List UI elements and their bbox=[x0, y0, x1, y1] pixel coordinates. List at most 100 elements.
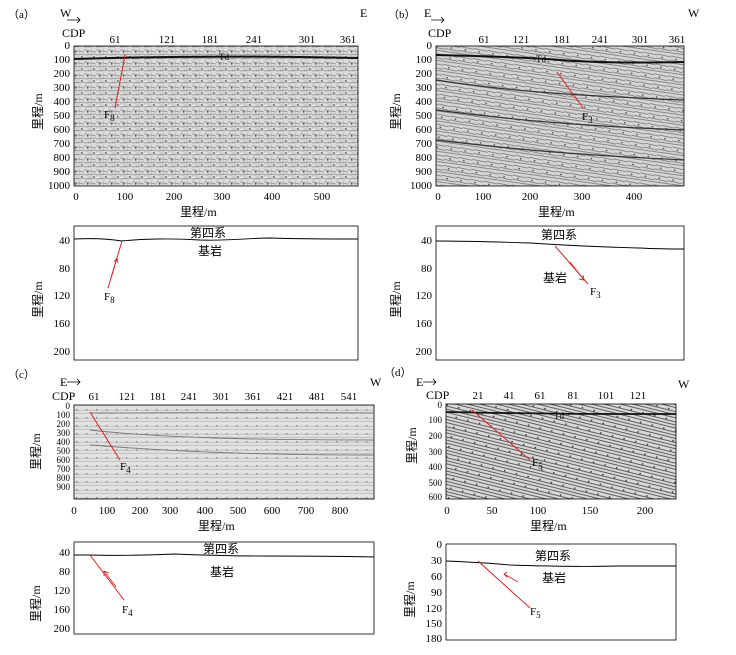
panel-c-y-label: 里程/m bbox=[28, 433, 43, 470]
svg-text:1000: 1000 bbox=[410, 180, 433, 192]
arrow-right-icon bbox=[431, 16, 445, 24]
svg-text:400: 400 bbox=[416, 96, 433, 108]
panel-c-seismic-section bbox=[73, 404, 375, 500]
svg-text:61: 61 bbox=[479, 34, 490, 46]
svg-text:301: 301 bbox=[213, 391, 230, 403]
svg-text:200: 200 bbox=[416, 346, 433, 358]
svg-text:400: 400 bbox=[54, 96, 71, 108]
svg-text:0: 0 bbox=[73, 191, 79, 203]
svg-text:60: 60 bbox=[431, 571, 443, 583]
svg-text:0: 0 bbox=[435, 191, 441, 203]
arrow-right-icon bbox=[67, 378, 81, 386]
panel-c-bedrock-label: 基岩 bbox=[210, 564, 234, 579]
svg-text:101: 101 bbox=[598, 390, 615, 402]
panel-a-fault-label: F8 bbox=[104, 109, 115, 123]
panel-d-direction-left: E bbox=[416, 375, 437, 389]
svg-text:0: 0 bbox=[427, 40, 433, 52]
panel-a-direction-left: W bbox=[60, 6, 81, 24]
svg-text:600: 600 bbox=[264, 505, 281, 517]
panel-a-lower-axis: 40 80 120 160 200 bbox=[54, 235, 71, 358]
panel-a-x-label: 里程/m bbox=[180, 204, 217, 219]
svg-text:400: 400 bbox=[57, 437, 71, 447]
svg-text:500: 500 bbox=[54, 110, 71, 122]
panel-d-x-label: 里程/m bbox=[530, 518, 567, 533]
panel-b-cdp-title: CDP bbox=[428, 26, 452, 40]
svg-text:100: 100 bbox=[57, 410, 71, 420]
panel-b-cdp-axis: 61 121 181 241 301 361 bbox=[479, 34, 686, 46]
svg-text:81: 81 bbox=[568, 390, 579, 402]
panel-d-cdp-title: CDP bbox=[426, 388, 450, 402]
panel-d-quaternary-boundary bbox=[445, 560, 676, 567]
panel-c-cdp-title: CDP bbox=[52, 389, 76, 403]
svg-text:200: 200 bbox=[166, 191, 183, 203]
panel-b-td-label: Td bbox=[536, 54, 546, 64]
svg-text:E: E bbox=[424, 6, 431, 20]
panel-d-lower-fault-label: F5 bbox=[530, 606, 541, 620]
panel-d-lower-fault-line bbox=[477, 560, 531, 609]
panel-c-quaternary-label: 第四系 bbox=[203, 542, 239, 556]
svg-text:W: W bbox=[60, 6, 72, 20]
panel-d-fault-line bbox=[471, 409, 531, 461]
panel-b: （b） E W CDP 61 121 181 241 301 361 Td F3… bbox=[388, 6, 700, 361]
svg-text:120: 120 bbox=[426, 603, 443, 615]
panel-c-fault-line bbox=[89, 411, 121, 461]
panel-c: （c） E W CDP 61 121 181 241 301 361 421 4… bbox=[8, 368, 382, 635]
panel-c-lower-y-label: 里程/m bbox=[28, 585, 43, 622]
svg-text:40: 40 bbox=[59, 547, 71, 559]
panel-b-fault-label: F3 bbox=[582, 111, 593, 125]
panel-c-cdp-axis: 61 121 181 241 301 361 421 481 541 bbox=[89, 391, 358, 403]
svg-text:21: 21 bbox=[473, 390, 484, 402]
panel-a-direction-right: E bbox=[360, 6, 367, 20]
panel-d-distance-axis: 0 50 100 150 200 bbox=[444, 505, 654, 517]
panel-a-cdp-axis: 61 121 181 241 301 361 bbox=[110, 34, 357, 46]
svg-text:300: 300 bbox=[429, 447, 443, 457]
svg-text:200: 200 bbox=[637, 505, 654, 517]
svg-text:0: 0 bbox=[65, 40, 71, 52]
svg-text:180: 180 bbox=[426, 633, 443, 645]
panel-a-y-label: 里程/m bbox=[30, 93, 45, 130]
svg-text:181: 181 bbox=[150, 391, 167, 403]
svg-text:361: 361 bbox=[245, 391, 262, 403]
panel-a-lower-y-label: 里程/m bbox=[30, 281, 45, 318]
panel-a: （a） W E CDP 61 121 181 241 301 361 Td F8… bbox=[8, 6, 367, 361]
svg-text:121: 121 bbox=[159, 34, 176, 46]
panel-a-distance-axis: 0 100 200 300 400 500 bbox=[73, 191, 331, 203]
svg-text:301: 301 bbox=[632, 34, 649, 46]
arrow-right-icon bbox=[67, 16, 81, 24]
svg-text:E: E bbox=[60, 375, 67, 389]
panel-d-fault-label: F5 bbox=[532, 457, 543, 471]
panel-d-y-label: 里程/m bbox=[404, 427, 419, 464]
svg-text:160: 160 bbox=[416, 318, 433, 330]
svg-text:400: 400 bbox=[264, 191, 281, 203]
svg-text:500: 500 bbox=[57, 446, 71, 456]
svg-text:600: 600 bbox=[57, 455, 71, 465]
svg-text:E: E bbox=[416, 375, 423, 389]
panel-d-td-label: Td bbox=[554, 411, 564, 421]
svg-text:301: 301 bbox=[299, 34, 316, 46]
svg-text:800: 800 bbox=[332, 505, 349, 517]
panel-a-lower-fault-label: F8 bbox=[104, 291, 115, 305]
svg-text:100: 100 bbox=[530, 505, 547, 517]
panel-c-lower-axis: 40 80 120 160 200 bbox=[54, 547, 71, 635]
svg-text:241: 241 bbox=[246, 34, 263, 46]
panel-a-bedrock-label: 基岩 bbox=[198, 243, 222, 258]
panel-c-movement-arrow bbox=[103, 570, 117, 588]
svg-text:241: 241 bbox=[592, 34, 609, 46]
svg-text:200: 200 bbox=[54, 346, 71, 358]
svg-text:30: 30 bbox=[431, 555, 443, 567]
svg-text:200: 200 bbox=[54, 623, 71, 635]
panel-c-lower-fault-label: F4 bbox=[122, 604, 133, 618]
panel-d-movement-arrow bbox=[503, 571, 519, 583]
panel-c-geology-section bbox=[73, 541, 375, 635]
svg-text:160: 160 bbox=[54, 604, 71, 616]
panel-d-label: （d） bbox=[384, 366, 412, 379]
svg-text:100: 100 bbox=[54, 54, 71, 66]
svg-text:120: 120 bbox=[54, 290, 71, 302]
svg-text:400: 400 bbox=[626, 191, 643, 203]
svg-text:300: 300 bbox=[574, 191, 591, 203]
svg-text:0: 0 bbox=[66, 401, 71, 411]
panel-b-geology-section bbox=[435, 225, 685, 361]
svg-text:100: 100 bbox=[475, 191, 492, 203]
panel-d-geology-section bbox=[445, 543, 677, 641]
svg-text:0: 0 bbox=[71, 505, 77, 517]
